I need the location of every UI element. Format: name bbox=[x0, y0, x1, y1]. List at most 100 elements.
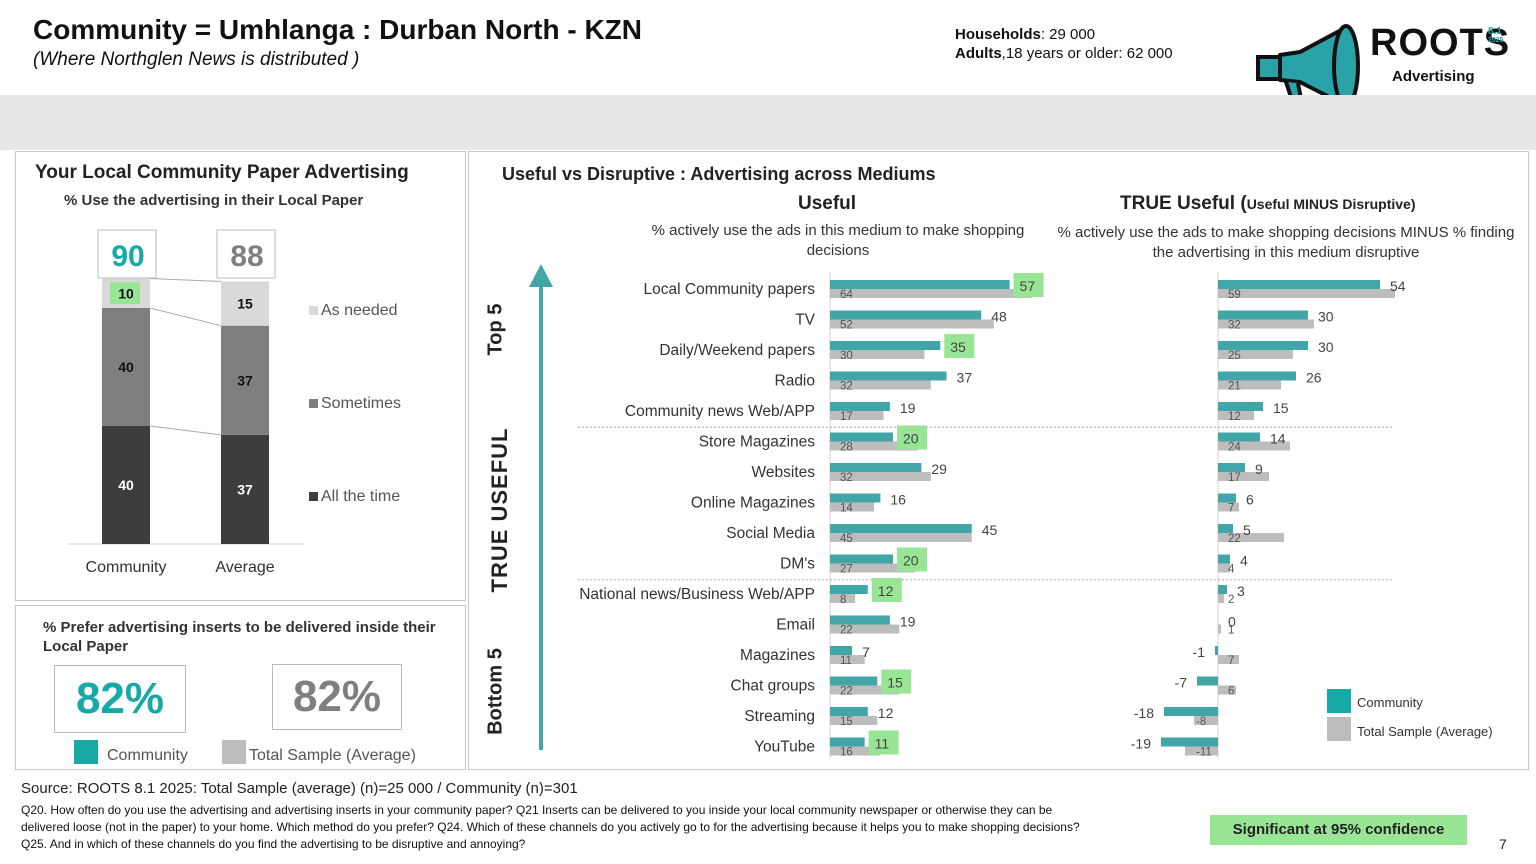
useful-community-bar bbox=[830, 676, 878, 686]
true-useful-average-value: 7 bbox=[1228, 503, 1234, 515]
stacked-connector bbox=[149, 307, 222, 327]
true-useful-community-bar bbox=[1218, 371, 1296, 381]
useful-average-bar bbox=[830, 594, 856, 603]
useful-community-value: 12 bbox=[878, 583, 894, 599]
page-title: Community = Umhlanga : Durban North - KZ… bbox=[33, 14, 642, 45]
useful-community-bar bbox=[830, 554, 893, 564]
stacked-category-label: Average bbox=[215, 559, 274, 576]
logo-text: ROOTS bbox=[1370, 22, 1511, 64]
useful-average-bar bbox=[830, 624, 900, 634]
true-useful-community-bar bbox=[1218, 310, 1308, 320]
useful-community-value: 35 bbox=[950, 339, 966, 355]
right-community-legend: Community bbox=[1357, 695, 1423, 710]
stacked-segment-as-needed bbox=[221, 281, 269, 326]
useful-community-value: 45 bbox=[982, 522, 998, 538]
true-useful-heading-main: TRUE Useful ( bbox=[1120, 193, 1247, 214]
useful-community-value: 19 bbox=[900, 400, 916, 416]
useful-average-bar bbox=[830, 563, 916, 573]
useful-average-value: 28 bbox=[840, 442, 853, 454]
useful-average-bar bbox=[830, 380, 931, 390]
stacked-segment-sometimes bbox=[102, 308, 150, 426]
true-useful-average-bar bbox=[1218, 411, 1254, 420]
rank-arrow-head bbox=[529, 264, 553, 287]
true-useful-average-bar bbox=[1218, 563, 1230, 573]
community-swatch bbox=[74, 740, 98, 764]
useful-description: % actively use the ads in this medium to… bbox=[651, 222, 1025, 259]
true-useful-average-value: 1 bbox=[1228, 625, 1234, 637]
useful-community-value: 57 bbox=[1020, 278, 1036, 294]
useful-average-value: 64 bbox=[840, 289, 853, 301]
stacked-connector bbox=[149, 278, 222, 282]
stacked-connector bbox=[149, 425, 222, 436]
useful-average-bar bbox=[830, 472, 931, 481]
question-line-2: delivered loose (not in the paper) to yo… bbox=[21, 820, 1080, 834]
useful-average-value: 32 bbox=[840, 381, 853, 393]
stacked-value-label: 40 bbox=[118, 359, 134, 375]
useful-community-value: 48 bbox=[991, 309, 1007, 325]
stacked-category-label: Community bbox=[86, 559, 167, 576]
stacked-value-label: 37 bbox=[237, 481, 253, 497]
true-useful-average-bar bbox=[1218, 655, 1239, 664]
useful-heading: Useful bbox=[798, 193, 857, 214]
useful-community-value: 29 bbox=[931, 461, 947, 477]
useful-community-bar bbox=[830, 341, 941, 350]
useful-community-value: 16 bbox=[890, 492, 906, 508]
true-useful-community-bar bbox=[1218, 402, 1263, 411]
true-useful-community-value: 14 bbox=[1270, 431, 1286, 447]
useful-average-bar bbox=[830, 350, 925, 359]
roots-logo: ROOTS 8.1 2025 Advertising bbox=[1250, 10, 1520, 110]
true-useful-average-bar bbox=[1218, 594, 1224, 603]
true-useful-community-value: -1 bbox=[1193, 644, 1206, 660]
true-useful-average-bar bbox=[1218, 319, 1314, 329]
medium-label: Email bbox=[776, 617, 815, 634]
true-useful-community-bar bbox=[1218, 554, 1230, 564]
useful-average-value: 45 bbox=[840, 533, 853, 545]
stacked-legend-swatch bbox=[309, 492, 318, 501]
logo-version: 8.1 bbox=[1488, 26, 1502, 37]
stacked-bar-chart: 40 40 10 Community 90 37 37 15 Average 88 As neede… bbox=[68, 229, 401, 576]
medium-label: Community news Web/APP bbox=[625, 403, 815, 420]
useful-average-value: 22 bbox=[840, 686, 853, 698]
useful-average-bar bbox=[830, 746, 881, 756]
stacked-total-box bbox=[97, 229, 157, 279]
true-useful-average-value: -8 bbox=[1196, 716, 1206, 728]
adults-value: ,18 years or older: 62 000 bbox=[1001, 45, 1173, 62]
right-average-legend: Total Sample (Average) bbox=[1357, 724, 1493, 739]
true-useful-average-bar bbox=[1194, 716, 1218, 725]
useful-community-value: 15 bbox=[887, 675, 903, 691]
medium-label: Daily/Weekend papers bbox=[659, 342, 815, 359]
medium-label: Magazines bbox=[740, 647, 815, 664]
useful-average-bar bbox=[830, 411, 884, 420]
true-useful-community-value: 3 bbox=[1237, 583, 1245, 599]
true-useful-community-bar bbox=[1218, 585, 1227, 594]
stacked-value-label: 40 bbox=[118, 477, 134, 493]
true-useful-average-value: 22 bbox=[1228, 533, 1241, 545]
useful-community-value: 20 bbox=[903, 431, 919, 447]
true-useful-average-bar bbox=[1218, 380, 1281, 390]
true-useful-community-value: 54 bbox=[1390, 278, 1406, 294]
local-paper-title: Your Local Community Paper Advertising bbox=[35, 162, 409, 183]
true-useful-heading-small: Useful MINUS Disruptive) bbox=[1246, 196, 1416, 212]
true-useful-community-value: -19 bbox=[1131, 736, 1151, 752]
true-useful-average-bar bbox=[1185, 746, 1218, 756]
useful-average-bar bbox=[830, 685, 900, 695]
question-notes: Q20. How often do you use the advertisin… bbox=[21, 802, 1206, 853]
stacked-value-label: 37 bbox=[237, 372, 253, 388]
stacked-segment-sometimes bbox=[221, 325, 269, 435]
useful-community-value: 12 bbox=[878, 705, 894, 721]
medium-label: Social Media bbox=[726, 525, 815, 542]
useful-average-bar bbox=[830, 533, 972, 542]
significance-badge: Significant at 95% confidence bbox=[1210, 815, 1467, 845]
true-useful-community-value: 0 bbox=[1228, 614, 1236, 630]
true-useful-average-value: 2 bbox=[1228, 594, 1234, 606]
stacked-segment-all-the-time bbox=[102, 426, 150, 544]
medium-label: Websites bbox=[752, 464, 816, 481]
significance-highlight bbox=[110, 282, 140, 305]
page-subtitle: (Where Northglen News is distributed ) bbox=[33, 49, 360, 70]
stacked-total-value: 88 bbox=[230, 240, 263, 273]
average-swatch bbox=[222, 740, 246, 764]
useful-average-value: 30 bbox=[840, 350, 853, 362]
useful-community-bar bbox=[830, 371, 947, 381]
significance-highlight bbox=[881, 669, 912, 694]
useful-community-value: 7 bbox=[862, 644, 870, 660]
